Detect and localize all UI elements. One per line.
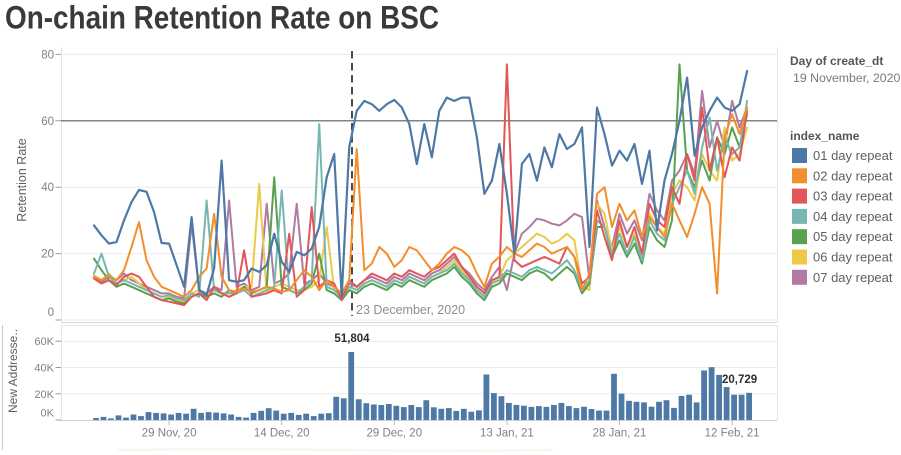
svg-text:0K: 0K: [41, 408, 55, 420]
svg-text:14 Dec, 20: 14 Dec, 20: [254, 428, 310, 440]
svg-text:04 day repeat: 04 day repeat: [813, 209, 893, 224]
svg-text:01 day repeat: 01 day repeat: [813, 148, 893, 163]
svg-text:New Addresse..: New Addresse..: [6, 329, 20, 413]
svg-text:28 Jan, 21: 28 Jan, 21: [593, 428, 647, 440]
svg-text:40: 40: [41, 182, 54, 194]
svg-text:02 day repeat: 02 day repeat: [813, 168, 893, 183]
svg-text:12 Feb, 21: 12 Feb, 21: [705, 428, 760, 440]
svg-text:06 day repeat: 06 day repeat: [813, 250, 893, 265]
svg-text:60: 60: [41, 116, 54, 128]
svg-text:0: 0: [48, 307, 54, 319]
svg-text:60K: 60K: [34, 336, 54, 348]
svg-text:03 day repeat: 03 day repeat: [813, 189, 893, 204]
svg-text:index_name: index_name: [790, 129, 860, 143]
svg-text:51,804: 51,804: [334, 333, 370, 345]
svg-text:40K: 40K: [34, 363, 54, 375]
svg-text:80: 80: [41, 49, 54, 61]
svg-text:29 Nov, 20: 29 Nov, 20: [142, 428, 197, 440]
svg-text:20: 20: [41, 249, 54, 261]
svg-text:19 November, 2020: 19 November, 2020: [793, 71, 900, 85]
svg-text:20K: 20K: [34, 389, 54, 401]
svg-text:13 Jan, 21: 13 Jan, 21: [480, 428, 534, 440]
svg-text:20,729: 20,729: [722, 374, 757, 386]
svg-text:On-chain Retention Rate on BSC: On-chain Retention Rate on BSC: [5, 0, 439, 36]
svg-text:29 Dec, 20: 29 Dec, 20: [366, 428, 422, 440]
svg-text:07 day repeat: 07 day repeat: [813, 270, 893, 285]
svg-text:Day of create_dt: Day of create_dt: [790, 54, 883, 68]
svg-text:05 day repeat: 05 day repeat: [813, 229, 893, 244]
svg-text:Retention Rate: Retention Rate: [15, 138, 29, 221]
svg-text:23 December, 2020: 23 December, 2020: [356, 303, 465, 317]
